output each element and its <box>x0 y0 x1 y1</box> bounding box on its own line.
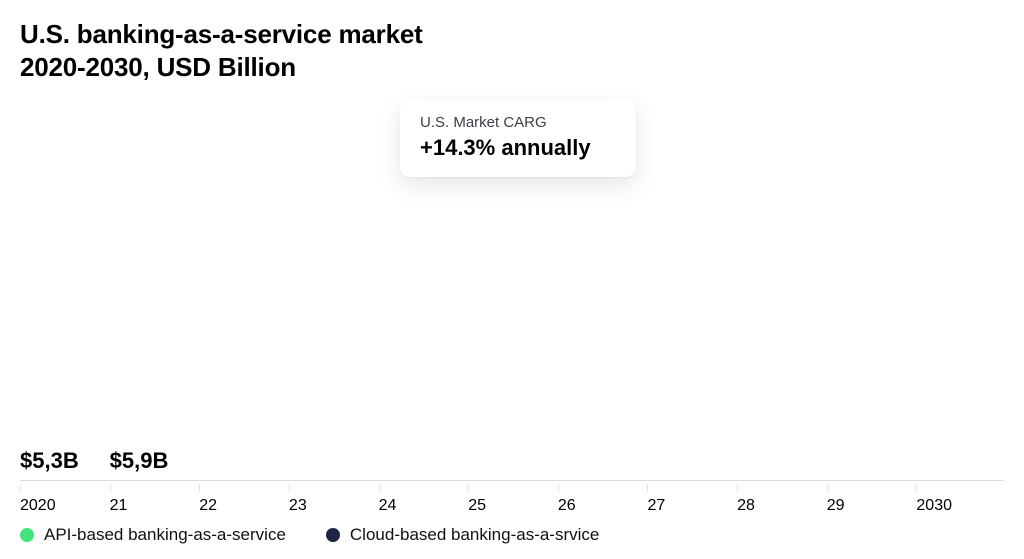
x-tick-label: 24 <box>379 497 397 515</box>
x-tick-label: 29 <box>827 497 845 515</box>
x-tick-mark <box>647 485 648 491</box>
x-tick-label: 25 <box>468 497 486 515</box>
bar-value-label: $5,9B <box>110 448 169 474</box>
title-block: U.S. banking-as-a-service market 2020-20… <box>20 18 1004 83</box>
x-tick-mark <box>289 485 290 491</box>
x-tick: 26 <box>558 491 646 511</box>
x-tick-mark <box>199 485 200 491</box>
x-tick: 27 <box>647 491 735 511</box>
legend-item-api: API-based banking-as-a-service <box>20 525 286 545</box>
legend-label: Cloud-based banking-as-a-srvice <box>350 525 599 545</box>
x-tick-label: 23 <box>289 497 307 515</box>
x-tick-label: 27 <box>647 497 665 515</box>
chart-container: U.S. banking-as-a-service market 2020-20… <box>0 0 1024 559</box>
x-tick-mark <box>110 485 111 491</box>
x-tick-mark <box>737 485 738 491</box>
bar-value-label: $5,3B <box>20 448 79 474</box>
x-tick-label: 2030 <box>916 497 952 515</box>
legend: API-based banking-as-a-service Cloud-bas… <box>20 525 599 545</box>
x-tick: 28 <box>737 491 825 511</box>
legend-item-cloud: Cloud-based banking-as-a-srvice <box>326 525 599 545</box>
title-line-2: 2020-2030, USD Billion <box>20 51 1004 84</box>
x-tick-mark <box>558 485 559 491</box>
title-line-1: U.S. banking-as-a-service market <box>20 18 1004 51</box>
x-tick: 22 <box>199 491 287 511</box>
x-tick-mark <box>379 485 380 491</box>
x-tick: 2030 <box>916 491 1004 511</box>
x-tick-mark <box>827 485 828 491</box>
x-tick-label: 2020 <box>20 497 56 515</box>
x-tick: 21 <box>110 491 198 511</box>
x-tick: 24 <box>379 491 467 511</box>
x-tick: 23 <box>289 491 377 511</box>
callout-value: +14.3% annually <box>420 135 616 161</box>
x-tick-label: 28 <box>737 497 755 515</box>
x-tick-mark <box>916 485 917 491</box>
x-tick: 2020 <box>20 491 108 511</box>
x-tick-label: 26 <box>558 497 576 515</box>
x-tick: 25 <box>468 491 556 511</box>
legend-swatch-icon <box>20 528 34 542</box>
cagr-callout: U.S. Market CARG +14.3% annually <box>400 100 636 177</box>
legend-swatch-icon <box>326 528 340 542</box>
x-tick: 29 <box>827 491 915 511</box>
callout-subtitle: U.S. Market CARG <box>420 114 616 131</box>
x-axis: 20202122232425262728292030 <box>20 491 1004 511</box>
x-tick-label: 21 <box>110 497 128 515</box>
x-tick-mark <box>468 485 469 491</box>
legend-label: API-based banking-as-a-service <box>44 525 286 545</box>
x-tick-mark <box>20 485 21 491</box>
x-tick-label: 22 <box>199 497 217 515</box>
